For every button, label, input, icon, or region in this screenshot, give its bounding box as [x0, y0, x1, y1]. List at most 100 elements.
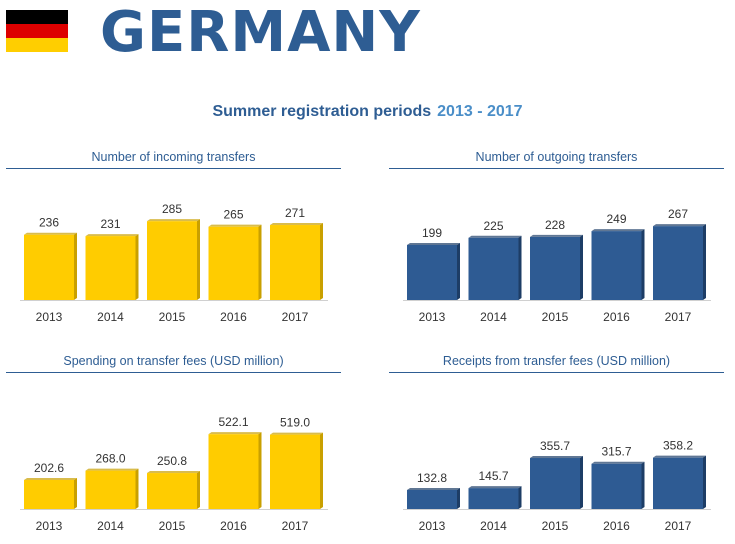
- x-tick-label: 2014: [97, 519, 124, 533]
- bar-top: [468, 235, 522, 238]
- data-label: 145.7: [478, 469, 508, 483]
- bar: [24, 479, 74, 509]
- bar-side: [641, 461, 645, 509]
- chart-title: Spending on transfer fees (USD million): [6, 354, 341, 373]
- germany-flag: [6, 10, 68, 52]
- bar: [591, 231, 642, 300]
- bar: [85, 236, 136, 300]
- x-tick-label: 2017: [665, 519, 692, 533]
- bar-top: [530, 234, 583, 237]
- data-label: 250.8: [157, 454, 187, 468]
- x-tick-label: 2013: [419, 310, 446, 324]
- data-label: 519.0: [280, 416, 310, 430]
- x-tick-label: 2015: [159, 310, 186, 324]
- bar-top: [85, 468, 139, 471]
- bar-side: [135, 468, 139, 509]
- bar-side: [457, 242, 460, 300]
- bar: [147, 473, 197, 509]
- x-tick-label: 2016: [220, 310, 247, 324]
- chart-title: Number of outgoing transfers: [389, 150, 724, 169]
- data-label: 225: [483, 219, 503, 233]
- x-tick-label: 2014: [97, 310, 124, 324]
- x-tick-label: 2017: [282, 519, 309, 533]
- bar-side: [703, 455, 706, 509]
- page-title: GERMANY: [100, 0, 421, 65]
- bar-side: [320, 223, 323, 300]
- bar-top: [407, 487, 460, 490]
- data-label: 522.1: [218, 415, 248, 429]
- bar: [407, 244, 457, 300]
- data-label: 236: [39, 216, 59, 230]
- bar-side: [135, 234, 139, 300]
- data-label: 132.8: [417, 471, 447, 485]
- bar-top: [208, 224, 262, 227]
- bar-top: [407, 242, 460, 245]
- bar: [530, 458, 580, 509]
- data-label: 231: [100, 217, 120, 231]
- bar-top: [270, 432, 323, 435]
- bar: [208, 226, 259, 300]
- flag-stripe-red: [6, 24, 68, 38]
- data-label: 355.7: [540, 439, 570, 453]
- data-label: 285: [162, 202, 182, 216]
- data-label: 268.0: [95, 452, 125, 466]
- bar: [147, 221, 197, 300]
- data-label: 271: [285, 206, 305, 220]
- bar: [270, 225, 320, 300]
- subtitle-text: Summer registration periods: [212, 103, 432, 120]
- data-label: 202.6: [34, 461, 64, 475]
- bar-side: [320, 432, 323, 509]
- chart-receipts-transfer-fees: Receipts from transfer fees (USD million…: [389, 354, 724, 539]
- bar-side: [258, 432, 262, 509]
- data-label: 249: [606, 212, 626, 226]
- chart-svg: 236 2013 231 2014 285 2015 265 2016 271 2017: [20, 202, 328, 324]
- bar: [270, 434, 320, 509]
- x-tick-label: 2016: [603, 519, 630, 533]
- chart-outgoing-transfers: Number of outgoing transfers 199 2013 225 2…: [389, 150, 724, 335]
- bar: [530, 236, 580, 300]
- data-label: 265: [223, 208, 243, 222]
- bar-top: [147, 471, 200, 474]
- bar: [208, 434, 259, 509]
- bar-top: [530, 456, 583, 459]
- bar: [591, 463, 642, 509]
- bar: [653, 457, 703, 509]
- bar: [468, 237, 519, 300]
- chart-svg: 132.8 2013 145.7 2014 355.7 2015 315.7 2016 358.…: [403, 439, 711, 533]
- bar-side: [74, 232, 77, 300]
- bar-side: [703, 224, 706, 300]
- x-tick-label: 2015: [159, 519, 186, 533]
- x-tick-label: 2015: [542, 310, 569, 324]
- flag-stripe-gold: [6, 38, 68, 52]
- data-label: 199: [422, 226, 442, 240]
- bar-side: [197, 219, 200, 300]
- bar-side: [580, 456, 583, 509]
- bar-top: [468, 486, 522, 489]
- bar-top: [24, 232, 77, 235]
- x-tick-label: 2016: [220, 519, 247, 533]
- bar-top: [24, 477, 77, 480]
- bar-top: [591, 229, 645, 232]
- x-tick-label: 2017: [282, 310, 309, 324]
- x-tick-label: 2014: [480, 310, 507, 324]
- bar: [24, 234, 74, 300]
- x-tick-label: 2014: [480, 519, 507, 533]
- bar-top: [653, 224, 706, 227]
- bar-top: [270, 223, 323, 226]
- x-tick-label: 2015: [542, 519, 569, 533]
- data-label: 358.2: [663, 439, 693, 453]
- chart-incoming-transfers: Number of incoming transfers 236 2013 231 2…: [6, 150, 341, 335]
- data-label: 228: [545, 218, 565, 232]
- bar-top: [208, 432, 262, 435]
- subtitle-years: 2013 - 2017: [437, 103, 523, 120]
- bar-side: [580, 234, 583, 300]
- bar-side: [457, 487, 460, 509]
- bar-side: [518, 486, 522, 509]
- x-tick-label: 2017: [665, 310, 692, 324]
- chart-svg: 199 2013 225 2014 228 2015 249 2016 267 2017: [403, 207, 711, 324]
- chart-title: Number of incoming transfers: [6, 150, 341, 169]
- bar-top: [85, 234, 139, 237]
- x-tick-label: 2013: [419, 519, 446, 533]
- flag-stripe-black: [6, 10, 68, 24]
- chart-title: Receipts from transfer fees (USD million…: [389, 354, 724, 373]
